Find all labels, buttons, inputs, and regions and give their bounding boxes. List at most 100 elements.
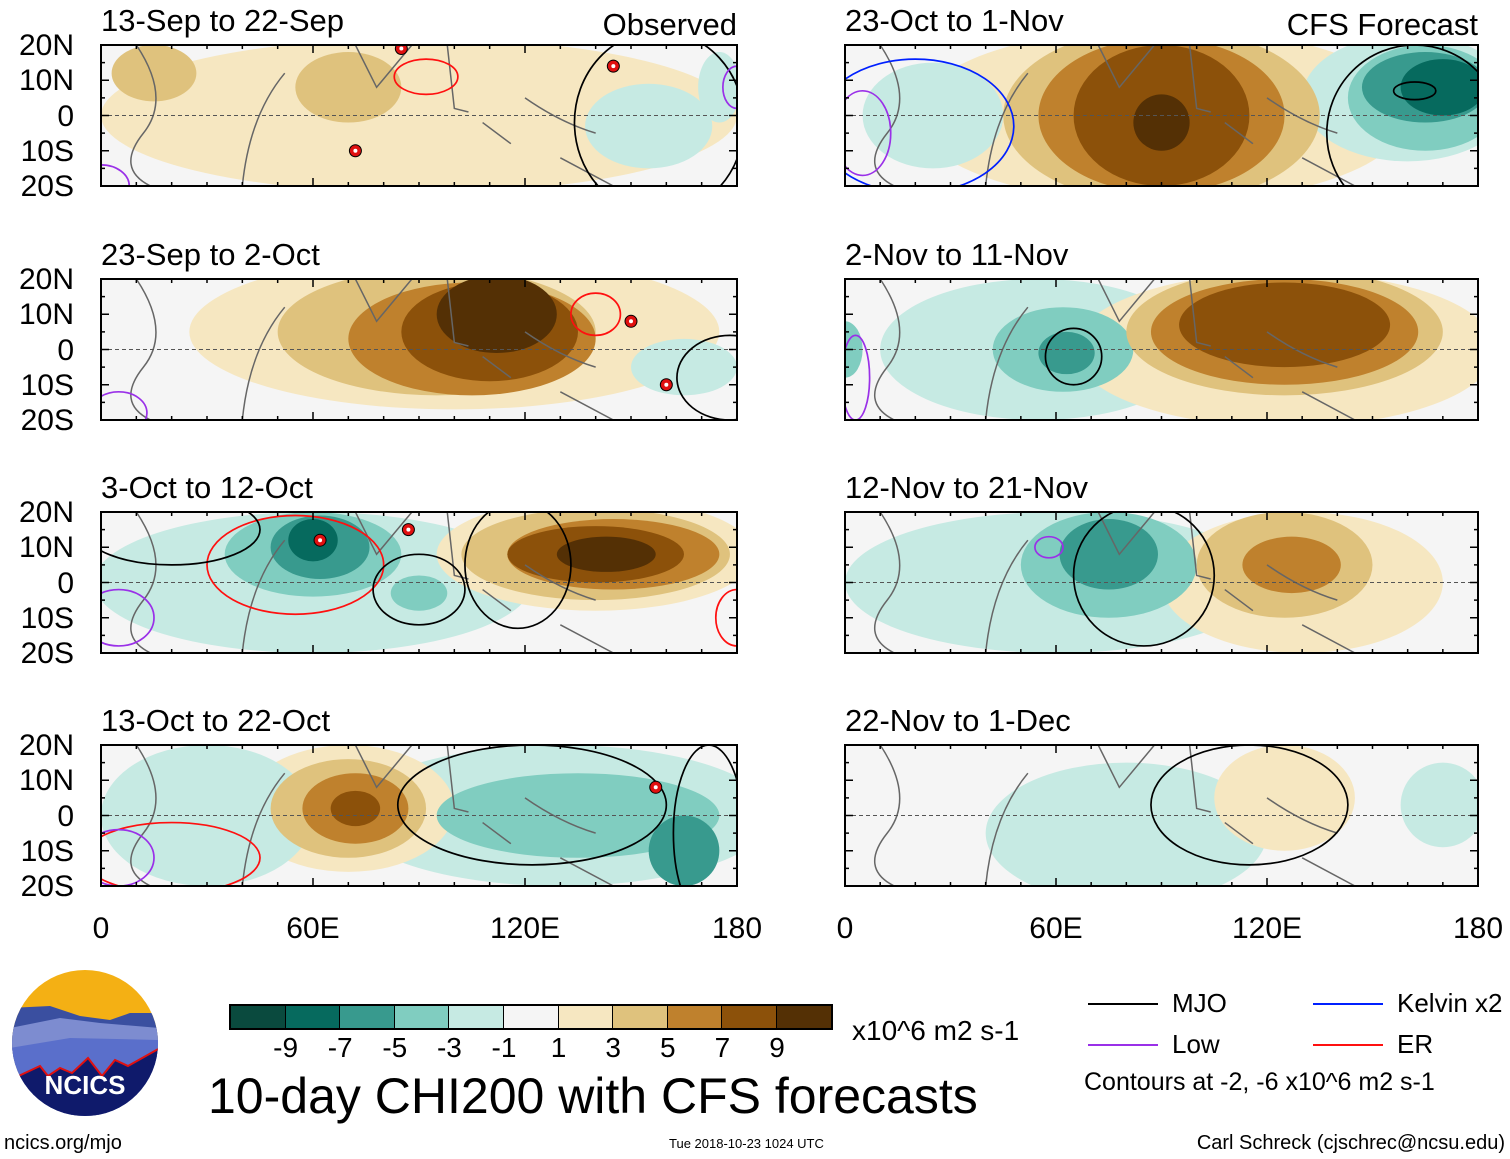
coastline xyxy=(130,45,614,186)
colorbar-label: -5 xyxy=(382,1032,408,1063)
y-tick-label: 10N xyxy=(18,298,74,332)
mjo-contour xyxy=(396,745,668,866)
panel-title: 23-Oct to 1-Nov xyxy=(845,3,1064,38)
y-tick-label: 0 xyxy=(57,333,74,367)
kelvin-contour xyxy=(845,58,1015,186)
contours-note: Contours at -2, -6 x10^6 m2 s-1 xyxy=(1084,1068,1435,1096)
x-tick-label: 0 xyxy=(92,912,110,945)
y-tick-label: 10S xyxy=(20,601,74,635)
anomaly-region xyxy=(330,790,381,827)
anomaly-region xyxy=(698,52,737,123)
colorbar xyxy=(229,1004,833,1030)
mjo-contour xyxy=(372,553,466,626)
anomaly-region xyxy=(1400,762,1478,848)
anomaly-region xyxy=(585,83,713,169)
anomaly-region xyxy=(1133,94,1190,151)
colorbar-label: 5 xyxy=(660,1032,676,1063)
low-contour xyxy=(101,390,148,420)
figure-title: 10-day CHI200 with CFS forecasts xyxy=(208,1068,978,1124)
panel-title: 22-Nov to 1-Dec xyxy=(845,703,1071,738)
coastline xyxy=(130,279,614,420)
colorbar-label: 7 xyxy=(714,1032,731,1063)
colorbar-swatch xyxy=(613,1006,668,1028)
panel-1 xyxy=(100,278,738,421)
coastline xyxy=(130,745,614,886)
y-tick-label: 20S xyxy=(20,404,74,437)
low-contour xyxy=(101,588,155,647)
y-tick-label: 10S xyxy=(20,834,74,868)
colorbar-label: 3 xyxy=(605,1032,621,1063)
panel-3 xyxy=(100,744,738,887)
panel-title: 2-Nov to 11-Nov xyxy=(845,237,1069,272)
legend-label: Low xyxy=(1172,1029,1220,1059)
anomaly-region xyxy=(1400,59,1478,116)
mjo-contour xyxy=(101,512,261,566)
colorbar-label: 9 xyxy=(769,1032,785,1063)
er-contour xyxy=(101,821,261,886)
anomaly-region xyxy=(1038,331,1095,375)
er-contour xyxy=(570,292,622,337)
x-tick-label: 180 xyxy=(711,912,763,945)
colorbar-swatch xyxy=(503,1006,559,1028)
colorbar-swatch xyxy=(722,1006,777,1028)
panel-4 xyxy=(844,44,1479,187)
y-tick-label: 10N xyxy=(18,531,74,565)
x-tick-label: 0 xyxy=(836,912,854,945)
map-panels xyxy=(100,44,1479,887)
coastline xyxy=(873,279,1356,420)
y-tick-label: 10S xyxy=(20,134,74,168)
y-tick-label: 20N xyxy=(18,263,74,296)
x-tick-label: 180 xyxy=(1452,912,1504,945)
colorbar-swatch xyxy=(394,1006,450,1028)
colorbar-label: -9 xyxy=(273,1032,299,1063)
anomaly-region xyxy=(1214,745,1355,851)
anomaly-region xyxy=(295,52,402,123)
x-tick-label: 120E xyxy=(489,912,561,945)
legend-line-mjo xyxy=(1088,1003,1158,1005)
author-credit: Carl Schreck (cjschrec@ncsu.edu) xyxy=(1196,1132,1505,1154)
low-contour xyxy=(1034,535,1064,559)
mjo-contour xyxy=(573,45,737,186)
legend-label: MJO xyxy=(1172,988,1227,1018)
mjo-contour xyxy=(676,334,737,420)
panel-7 xyxy=(844,744,1479,887)
logo-text: NCICS xyxy=(45,1070,126,1100)
x-tick-label: 120E xyxy=(1231,912,1303,945)
legend-line-low xyxy=(1088,1044,1158,1046)
y-tick-label: 20N xyxy=(18,496,74,529)
mjo-contour xyxy=(672,745,737,886)
legend-line-er xyxy=(1313,1044,1383,1046)
colorbar-label: -1 xyxy=(491,1032,517,1063)
anomaly-region xyxy=(556,536,656,572)
er-contour xyxy=(206,514,385,616)
anomaly-region xyxy=(111,45,197,102)
y-tick-label: 0 xyxy=(57,566,74,600)
legend-label: ER xyxy=(1397,1029,1434,1059)
site-link[interactable]: ncics.org/mjo xyxy=(4,1132,122,1154)
anomaly-region xyxy=(390,575,448,611)
panel-title: 23-Sep to 2-Oct xyxy=(101,237,320,272)
y-tick-label: 10N xyxy=(18,764,74,798)
colorbar-swatch xyxy=(231,1006,286,1028)
anomaly-region xyxy=(631,338,737,396)
panel-6 xyxy=(844,511,1479,654)
colorbar-swatch xyxy=(558,1006,614,1028)
er-contour xyxy=(393,58,459,96)
mjo-contour xyxy=(1325,45,1478,186)
anomaly-region xyxy=(288,519,338,562)
colorbar-label: -7 xyxy=(327,1032,353,1063)
panel-title: 13-Sep to 22-Sep xyxy=(101,3,345,38)
panel-5 xyxy=(844,278,1479,421)
y-tick-label: 20N xyxy=(18,729,74,762)
colorbar-units: x10^6 m2 s-1 xyxy=(852,1015,1020,1046)
panel-2 xyxy=(100,511,738,654)
colorbar-swatch xyxy=(285,1006,341,1028)
panel-title: 13-Oct to 22-Oct xyxy=(101,703,331,738)
low-contour xyxy=(845,89,892,177)
y-tick-label: 0 xyxy=(57,99,74,133)
coastline xyxy=(873,745,1356,886)
mjo-contour xyxy=(1044,327,1103,386)
y-tick-label: 0 xyxy=(57,799,74,833)
anomaly-region xyxy=(648,815,720,886)
y-tick-label: 10S xyxy=(20,368,74,402)
